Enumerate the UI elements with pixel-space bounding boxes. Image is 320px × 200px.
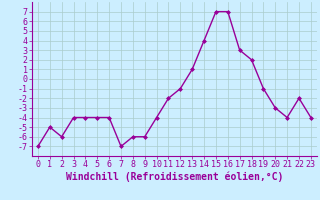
X-axis label: Windchill (Refroidissement éolien,°C): Windchill (Refroidissement éolien,°C): [66, 172, 283, 182]
